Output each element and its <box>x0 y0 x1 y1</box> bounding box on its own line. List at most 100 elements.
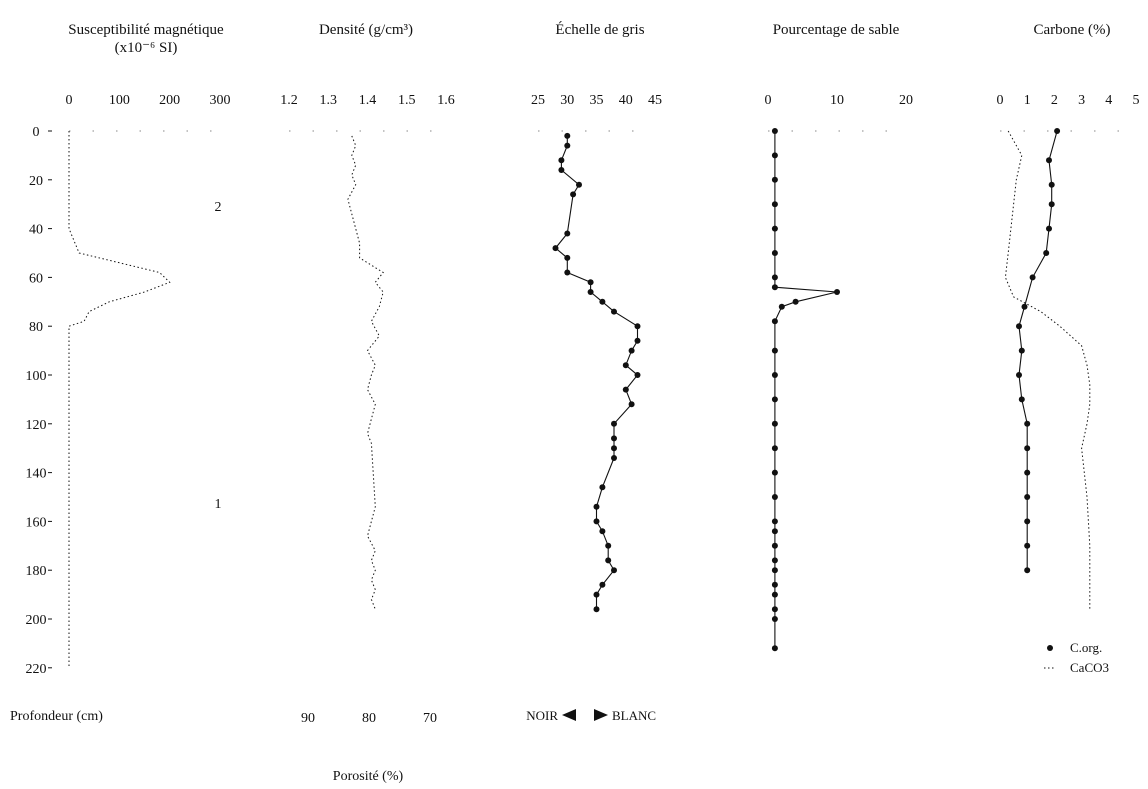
data-point <box>564 132 571 139</box>
data-point <box>1021 303 1028 310</box>
x-tick-label: 25 <box>531 93 545 108</box>
data-point <box>1046 157 1052 164</box>
x-tick-label: 1 <box>1024 93 1031 108</box>
data-point <box>1016 323 1022 330</box>
gray-light-label: BLANC <box>612 708 656 723</box>
data-point <box>1048 181 1055 188</box>
data-point <box>1024 542 1031 549</box>
data-point <box>771 494 778 500</box>
x-tick-label: 1.3 <box>320 93 338 108</box>
unit-mark-2: 2 <box>215 200 222 215</box>
porosity-axis: 90 80 70 <box>301 711 437 726</box>
data-point <box>771 420 778 427</box>
arrow-right-icon <box>594 709 608 721</box>
panel-title: Densité (g/cm³) <box>319 22 413 38</box>
unit-mark-1: 1 <box>215 497 222 512</box>
x-tick-label: 1.6 <box>437 93 455 108</box>
panel-title: Carbone (%) <box>1033 22 1110 38</box>
data-point <box>771 606 778 613</box>
data-point <box>771 128 778 134</box>
data-point <box>611 435 617 442</box>
data-point <box>771 567 778 574</box>
x-tick-label: 30 <box>560 93 574 108</box>
data-point <box>1024 494 1031 500</box>
data-point <box>570 191 577 198</box>
data-point <box>1024 445 1031 452</box>
data-point <box>576 181 582 188</box>
depth-tick-label: 120 <box>26 418 47 433</box>
data-point <box>1018 396 1025 403</box>
data-point <box>1043 250 1050 256</box>
data-point <box>1029 274 1036 281</box>
depth-tick-label: 160 <box>26 515 47 530</box>
data-point <box>552 245 559 252</box>
panel-title: Pourcentage de sable <box>773 22 900 38</box>
data-point <box>834 289 840 295</box>
x-tick-label: 20 <box>899 93 913 108</box>
data-point <box>1024 518 1031 525</box>
data-point <box>771 581 778 588</box>
data-point <box>593 591 600 598</box>
gray-direction-legend: NOIR BLANC <box>526 708 656 723</box>
legend-marker-corg <box>1047 645 1053 651</box>
data-point <box>1024 420 1031 427</box>
series-line <box>347 135 384 610</box>
data-point <box>771 201 778 208</box>
arrow-left-icon <box>562 709 576 721</box>
data-point <box>593 518 600 525</box>
data-point <box>771 274 778 281</box>
x-tick-label: 300 <box>210 93 231 108</box>
x-tick-label: 10 <box>830 93 844 108</box>
porosity-tick-label: 80 <box>362 711 376 726</box>
data-point <box>634 372 641 378</box>
data-point <box>778 303 785 310</box>
data-point <box>771 528 778 535</box>
panel-title: Susceptibilité magnétique <box>68 22 224 38</box>
data-point <box>771 645 778 652</box>
data-point <box>771 250 778 256</box>
data-point <box>599 484 606 491</box>
gray-dark-label: NOIR <box>526 708 558 723</box>
data-point <box>771 347 778 354</box>
data-point <box>771 469 778 476</box>
data-point <box>593 606 600 613</box>
panel-3: Pourcentage de sable 0 10 20 <box>765 22 913 652</box>
panel-2: Échelle de gris 25 30 35 40 45 <box>531 21 662 613</box>
x-tick-label: 100 <box>109 93 130 108</box>
data-point <box>771 396 778 403</box>
data-point <box>634 323 641 330</box>
x-tick-label: 1.4 <box>359 93 377 108</box>
x-tick-label: 0 <box>997 93 1004 108</box>
data-point <box>771 616 778 622</box>
data-point <box>605 542 612 549</box>
panels: Susceptibilité magnétique(x10⁻⁶ SI)0 100 2… <box>66 21 1140 668</box>
data-point <box>771 318 778 325</box>
carbon-legend: C.org. CaCO3 <box>1044 640 1109 675</box>
x-tick-label: 40 <box>619 93 633 108</box>
legend-label-caco3: CaCO3 <box>1070 660 1109 675</box>
x-tick-label: 0 <box>765 93 772 108</box>
porosity-tick-label: 70 <box>423 711 437 726</box>
x-tick-label: 1.5 <box>398 93 416 108</box>
data-point <box>771 542 778 549</box>
data-point <box>628 347 635 354</box>
data-point <box>771 591 778 598</box>
data-point <box>771 557 778 564</box>
data-point <box>1054 128 1061 134</box>
data-point <box>564 230 571 237</box>
data-point <box>771 518 778 525</box>
data-point <box>611 455 617 461</box>
depth-tick-label: 200 <box>26 613 47 628</box>
x-tick-label: 0 <box>66 93 73 108</box>
x-tick-label: 2 <box>1051 93 1058 108</box>
depth-tick-label: 80 <box>29 320 43 335</box>
depth-axis: 0 20 40 60 80 100 120 140 160 180 200 220 <box>26 125 52 677</box>
data-point <box>792 298 799 305</box>
data-point <box>1016 372 1022 378</box>
data-point <box>611 567 617 574</box>
x-tick-label: 200 <box>159 93 180 108</box>
x-tick-label: 45 <box>648 93 662 108</box>
series-line <box>774 131 838 649</box>
x-tick-label: 1.2 <box>280 93 298 108</box>
